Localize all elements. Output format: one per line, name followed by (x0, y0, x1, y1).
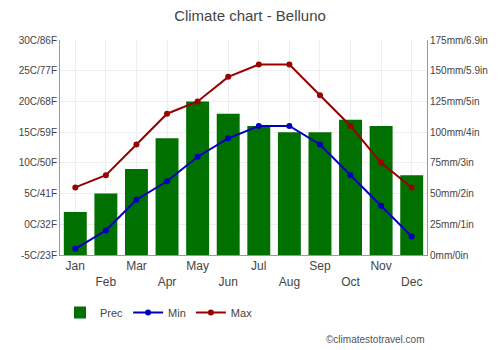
svg-text:Jul: Jul (251, 259, 266, 273)
svg-text:©climatestotravel.com: ©climatestotravel.com (326, 334, 425, 345)
svg-text:Oct: Oct (341, 275, 360, 289)
svg-text:25C/77F: 25C/77F (19, 65, 57, 76)
svg-text:25mm/1in: 25mm/1in (430, 219, 474, 230)
svg-text:Nov: Nov (370, 259, 391, 273)
svg-text:Jan: Jan (66, 259, 85, 273)
svg-text:Min: Min (168, 307, 186, 319)
svg-text:15C/59F: 15C/59F (19, 127, 57, 138)
svg-text:Apr: Apr (158, 275, 177, 289)
svg-text:0mm/0in: 0mm/0in (430, 250, 468, 261)
svg-text:0C/32F: 0C/32F (24, 219, 57, 230)
svg-text:Mar: Mar (126, 259, 147, 273)
svg-text:Max: Max (231, 307, 252, 319)
svg-text:May: May (186, 259, 209, 273)
svg-text:125mm/5in: 125mm/5in (430, 96, 479, 107)
svg-text:Aug: Aug (279, 275, 300, 289)
svg-text:75mm/3in: 75mm/3in (430, 157, 474, 168)
svg-text:Sep: Sep (309, 259, 331, 273)
svg-text:175mm/6.9in: 175mm/6.9in (430, 35, 488, 46)
svg-text:Feb: Feb (96, 275, 117, 289)
svg-text:20C/68F: 20C/68F (19, 96, 57, 107)
svg-text:100mm/4in: 100mm/4in (430, 127, 479, 138)
svg-text:Climate chart - Belluno: Climate chart - Belluno (174, 7, 326, 24)
svg-text:Dec: Dec (401, 275, 422, 289)
svg-text:-5C/23F: -5C/23F (21, 250, 57, 261)
svg-text:10C/50F: 10C/50F (19, 157, 57, 168)
svg-text:30C/86F: 30C/86F (19, 35, 57, 46)
svg-text:Jun: Jun (219, 275, 238, 289)
svg-text:Prec: Prec (100, 307, 123, 319)
svg-text:5C/41F: 5C/41F (24, 188, 57, 199)
svg-text:50mm/2in: 50mm/2in (430, 188, 474, 199)
svg-text:150mm/5.9in: 150mm/5.9in (430, 65, 488, 76)
